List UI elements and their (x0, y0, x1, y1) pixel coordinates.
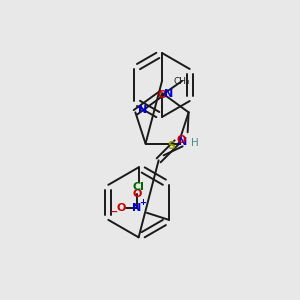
Text: N: N (138, 105, 147, 115)
Text: O: O (116, 203, 126, 213)
Text: Cl: Cl (133, 182, 145, 192)
Text: O: O (132, 189, 142, 199)
Text: N: N (178, 137, 187, 147)
Text: N: N (164, 89, 174, 99)
Text: S: S (167, 141, 175, 151)
Text: H: H (191, 138, 199, 148)
Text: −: − (110, 207, 118, 217)
Text: O: O (177, 135, 186, 145)
Text: CH₃: CH₃ (174, 76, 190, 85)
Text: +: + (140, 198, 146, 207)
Text: O: O (157, 90, 167, 100)
Text: N: N (132, 203, 142, 213)
